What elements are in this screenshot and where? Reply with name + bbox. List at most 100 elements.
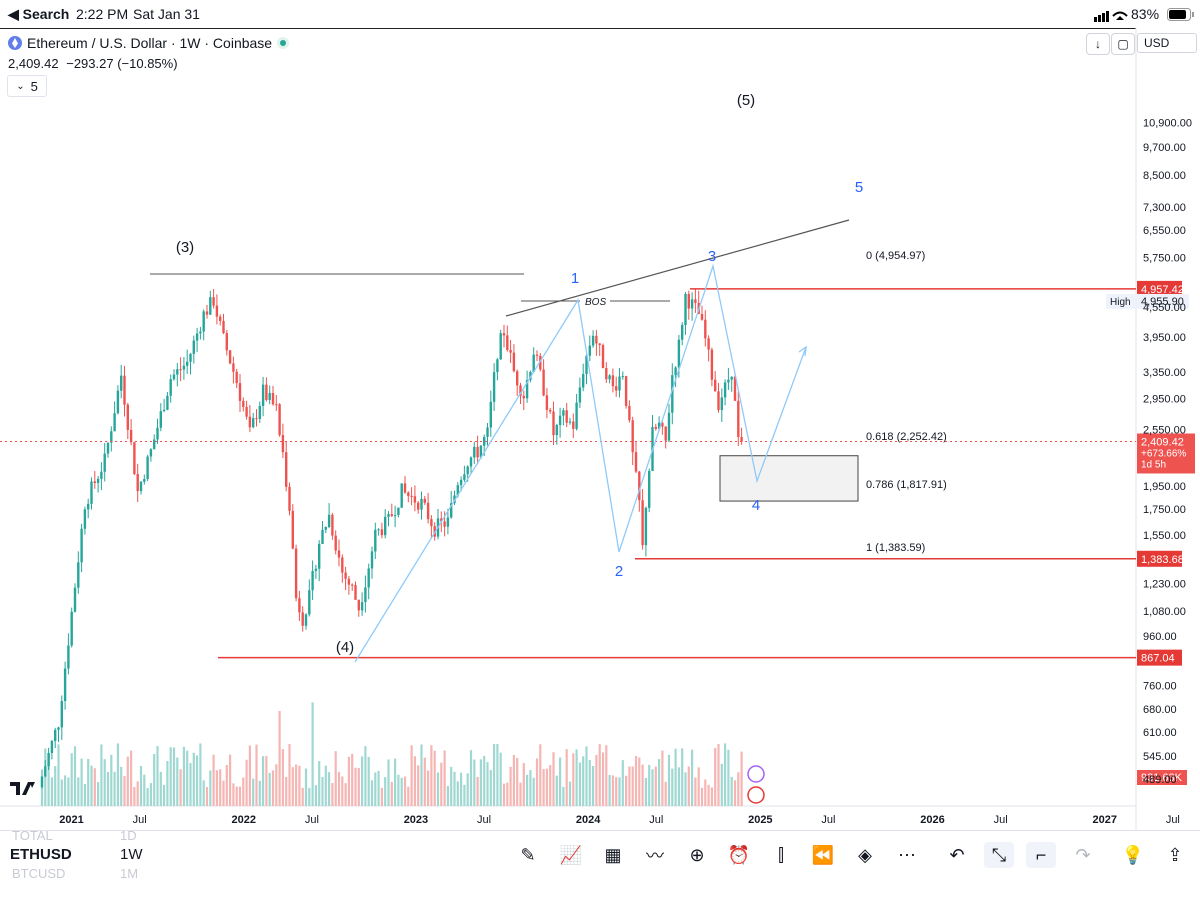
candle-body: [502, 333, 506, 336]
candle-body: [166, 395, 169, 410]
candle-body: [341, 557, 344, 573]
undo-button[interactable]: ↶: [942, 842, 972, 868]
candle-body: [172, 374, 176, 380]
y-tick-label: 6,550.00: [1143, 225, 1186, 237]
price-change: −293.27 (−10.85%): [66, 56, 178, 71]
candle-body: [205, 311, 209, 315]
volume-bar: [453, 771, 456, 806]
share-button[interactable]: ⇪: [1160, 842, 1190, 868]
candle-body: [199, 331, 202, 334]
candle-body: [364, 587, 367, 603]
indicators-toggle[interactable]: ⌄ 5: [7, 75, 47, 97]
y-tick-label: 960.00: [1143, 631, 1177, 643]
volume-bar: [572, 753, 575, 806]
major-wave-label: (5): [737, 92, 755, 109]
fib-level-label: 0.786 (1,817.91): [866, 479, 947, 491]
candle-body: [265, 384, 268, 400]
candle-body: [552, 411, 555, 436]
candle-body: [624, 376, 628, 406]
volume-bar: [625, 775, 628, 806]
object-tree-button[interactable]: ◈: [850, 842, 880, 868]
volume-bar: [179, 769, 182, 806]
volume-bar: [654, 766, 657, 806]
level-price-label: 867.04: [1141, 653, 1175, 665]
volume-bar: [473, 759, 476, 806]
candle-body: [73, 587, 77, 612]
scroll-down-button[interactable]: ↓: [1086, 33, 1110, 55]
more-button[interactable]: ⋯: [892, 842, 922, 868]
candle-body: [516, 371, 519, 386]
volume-bar: [133, 787, 136, 806]
candle-body: [351, 584, 354, 586]
candle-body: [360, 602, 364, 611]
candle-body: [377, 529, 380, 531]
high-tag-label: High: [1110, 297, 1131, 308]
candle-body: [430, 519, 433, 527]
candle-body: [318, 543, 321, 569]
volume-bar: [493, 743, 496, 806]
volume-bar: [615, 777, 618, 806]
back-to-search[interactable]: ◀ Search: [8, 6, 70, 22]
y-tick-label: 2,950.00: [1143, 394, 1186, 406]
chart-type-button[interactable]: ⫿: [766, 842, 796, 868]
crop-button[interactable]: ⌐: [1026, 842, 1056, 868]
candle-body: [291, 510, 294, 549]
current-price-countdown: 1d 5h: [1141, 459, 1166, 470]
collapse-button[interactable]: ⤡: [984, 842, 1014, 868]
volume-bar: [539, 744, 542, 806]
candle-body: [169, 379, 172, 396]
candle-body: [179, 369, 182, 371]
candle-body: [54, 729, 57, 741]
redo-button[interactable]: ↷: [1068, 842, 1098, 868]
candle-body: [496, 359, 499, 373]
fullscreen-button[interactable]: ▢: [1111, 33, 1135, 55]
candle-body: [149, 449, 153, 457]
volume-bar: [328, 772, 331, 806]
candle-body: [321, 529, 324, 544]
volume-bar: [245, 759, 248, 806]
candle-body: [684, 293, 687, 326]
volume-bar: [126, 756, 129, 806]
layouts-button[interactable]: ▦: [598, 842, 628, 868]
fib-level-label: 0 (4,954.97): [866, 250, 925, 262]
price-chart[interactable]: 4,957.42 1,383.68 867.04 High 4,955.90 2,409.…: [0, 28, 1200, 830]
x-tick-label: 2021: [59, 814, 83, 826]
candle-body: [156, 427, 159, 440]
add-button[interactable]: ⊕: [682, 842, 712, 868]
candle-body: [572, 421, 575, 429]
volume-bar: [684, 772, 687, 806]
symbol-button[interactable]: ETHUSD: [10, 846, 72, 863]
candle-body: [93, 481, 96, 483]
volume-bar: [205, 787, 209, 806]
candle-body: [357, 599, 360, 611]
candle-body: [308, 590, 311, 615]
volume-bar: [357, 768, 360, 806]
templates-button[interactable]: 〰: [640, 842, 670, 868]
candle-body: [598, 343, 601, 346]
candle-body: [222, 320, 225, 334]
volume-bar: [70, 753, 73, 806]
volume-bar: [238, 786, 242, 806]
volume-bar: [440, 762, 443, 806]
ideas-button[interactable]: 💡: [1118, 842, 1148, 868]
drawing-tool-button[interactable]: ✎: [513, 842, 543, 868]
volume-bar: [631, 766, 634, 806]
x-tick-label: Jul: [994, 814, 1008, 826]
volume-bar: [202, 780, 205, 806]
symbol-title[interactable]: Ethereum / U.S. Dollar · 1W · Coinbase: [8, 35, 290, 51]
candle-body: [83, 509, 87, 529]
currency-label: USD: [1144, 36, 1170, 50]
volume-bar: [219, 769, 222, 806]
y-tick-label: 3,950.00: [1143, 332, 1186, 344]
volume-bar: [87, 758, 90, 806]
market-open-icon: [277, 37, 290, 49]
replay-button[interactable]: ⏪: [808, 842, 838, 868]
indicators-button[interactable]: 📈: [556, 842, 586, 868]
alert-button[interactable]: ⏰: [724, 842, 754, 868]
candle-body: [400, 483, 403, 508]
currency-select[interactable]: USD: [1137, 33, 1197, 53]
indicator-count: 5: [30, 78, 38, 94]
volume-bar: [535, 758, 539, 806]
interval-button[interactable]: 1W: [120, 846, 143, 863]
current-price-badge: [1137, 433, 1195, 474]
